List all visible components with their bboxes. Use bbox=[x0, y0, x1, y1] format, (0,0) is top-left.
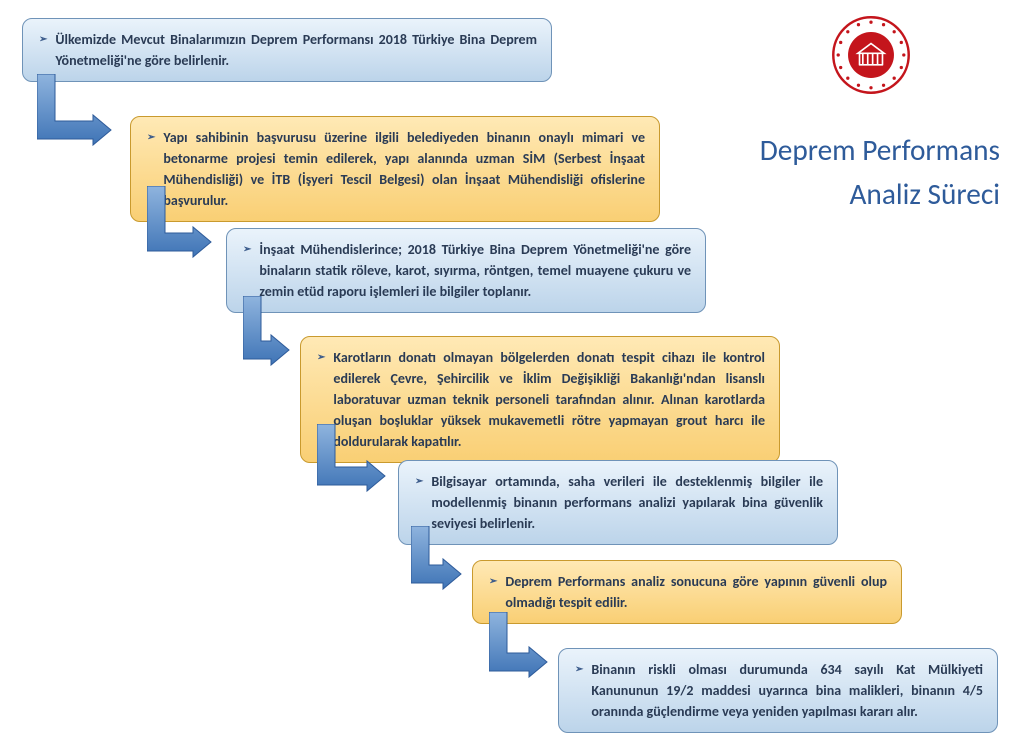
flow-step-1: ➢ Ülkemizde Mevcut Binalarımızın Deprem P… bbox=[22, 18, 552, 82]
bullet-chevron-icon: ➢ bbox=[415, 473, 423, 488]
flow-step-5-text: Bilgisayar ortamında, saha verileri ile … bbox=[431, 471, 823, 534]
flow-step-3: ➢ İnşaat Mühendislerince; 2018 Türkiye Bi… bbox=[226, 228, 706, 313]
flow-step-7: ➢ Binanın riskli olması durumunda 634 say… bbox=[558, 648, 998, 733]
page-title-line2: Analiz Süreci bbox=[849, 176, 1000, 212]
flow-arrow-5 bbox=[411, 526, 469, 591]
bullet-chevron-icon: ➢ bbox=[39, 31, 47, 46]
flow-step-3-text: İnşaat Mühendislerince; 2018 Türkiye Bin… bbox=[259, 239, 691, 302]
flow-arrow-1 bbox=[37, 74, 119, 147]
bullet-chevron-icon: ➢ bbox=[575, 661, 583, 676]
flow-arrow-4 bbox=[317, 424, 393, 493]
page-title-line1: Deprem Performans bbox=[760, 132, 1000, 168]
flow-step-1-text: Ülkemizde Mevcut Binalarımızın Deprem Pe… bbox=[55, 29, 537, 71]
bullet-chevron-icon: ➢ bbox=[243, 241, 251, 256]
ministry-logo-icon bbox=[830, 14, 912, 96]
flow-step-7-text: Binanın riskli olması durumunda 634 sayı… bbox=[591, 659, 983, 722]
bullet-chevron-icon: ➢ bbox=[317, 349, 325, 364]
flow-arrow-6 bbox=[489, 612, 555, 679]
flow-step-4-text: Karotların donatı olmayan bölgelerden do… bbox=[333, 347, 765, 452]
bullet-chevron-icon: ➢ bbox=[147, 129, 155, 144]
flow-arrow-2 bbox=[147, 186, 219, 259]
flow-arrow-3 bbox=[243, 296, 297, 367]
flow-step-6-text: Deprem Performans analiz sonucuna göre y… bbox=[505, 571, 887, 613]
bullet-chevron-icon: ➢ bbox=[489, 573, 497, 588]
flow-step-2-text: Yapı sahibinin başvurusu üzerine ilgili … bbox=[163, 127, 645, 211]
